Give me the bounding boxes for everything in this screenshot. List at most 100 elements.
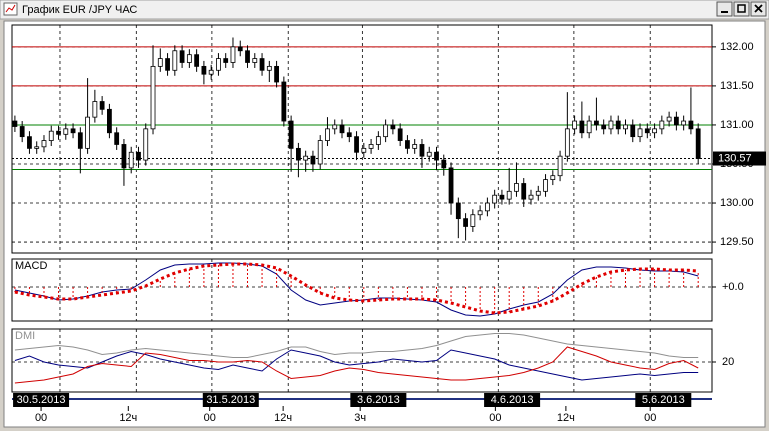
candle-body	[85, 116, 90, 149]
candle-body	[237, 46, 243, 52]
candle-body	[543, 179, 548, 192]
candle-body	[332, 124, 338, 130]
candle-body	[63, 128, 69, 135]
candle-body	[107, 108, 112, 134]
date-label-box	[202, 393, 259, 407]
candle-body	[644, 128, 650, 134]
indicator-line	[14, 262, 699, 315]
candle-body	[484, 202, 490, 212]
candle-body	[150, 65, 156, 130]
candle-body	[477, 210, 483, 216]
candle-body	[346, 132, 352, 138]
x-tick-label: 00	[644, 412, 656, 424]
y-tick-label: 130.00	[720, 197, 754, 209]
candle-body	[48, 130, 54, 141]
candle-body	[274, 65, 279, 83]
candle-body	[572, 120, 578, 130]
indicator-line	[14, 333, 699, 358]
candle-body	[288, 120, 294, 149]
candle-body	[317, 140, 323, 165]
candle-body	[412, 144, 418, 149]
date-label: 5.6.2013	[642, 394, 685, 406]
candle-body	[92, 101, 98, 118]
candle-body	[499, 194, 505, 200]
candle-body	[637, 128, 643, 138]
candle-body	[114, 132, 120, 145]
candle-body	[594, 120, 599, 126]
candle-body	[441, 159, 447, 169]
candle-body	[673, 116, 679, 126]
candle-body	[492, 194, 498, 204]
candle-body	[455, 202, 461, 220]
y-tick-label: 132.00	[720, 41, 754, 53]
maximize-button[interactable]	[733, 1, 750, 17]
candle-body	[586, 120, 592, 134]
date-label-box	[635, 393, 692, 407]
candle-body	[521, 183, 527, 200]
date-label: 30.5.2013	[17, 394, 66, 406]
candle-body	[128, 151, 134, 169]
indicator-line	[14, 346, 699, 384]
candle-body	[165, 58, 170, 71]
candle-body	[514, 183, 519, 192]
candle-body	[303, 155, 309, 161]
candle-body	[310, 155, 316, 165]
candle-body	[383, 124, 389, 138]
candle-body	[652, 128, 657, 134]
candle-body	[608, 120, 614, 130]
date-label-box	[13, 393, 70, 407]
candle-body	[448, 167, 454, 204]
window-title: График EUR /JPY ЧАС	[22, 4, 137, 16]
candle-body	[419, 144, 425, 157]
candle-body	[56, 130, 61, 135]
x-tick-label: 00	[35, 412, 47, 424]
last-price-label: 130.57	[718, 152, 752, 164]
title-bar	[0, 0, 769, 20]
candle-body	[201, 65, 207, 75]
candle-body	[375, 136, 381, 145]
candle-body	[564, 128, 570, 157]
minimize-button[interactable]	[716, 1, 733, 17]
y-tick-label: +0.0	[722, 281, 744, 293]
candle-body	[266, 65, 272, 71]
candle-body	[688, 120, 694, 130]
candle-body	[245, 50, 250, 63]
candle-body	[695, 128, 701, 159]
candle-body	[528, 194, 534, 200]
candle-body	[325, 128, 330, 141]
candle-body	[179, 50, 185, 63]
panel-title: MACD	[15, 260, 47, 272]
candle-body	[230, 46, 236, 63]
candle-body	[601, 124, 607, 130]
candle-body	[99, 101, 105, 110]
window-buttons	[716, 1, 767, 17]
x-tick-label: 12ч	[274, 412, 292, 424]
candle-body	[368, 144, 374, 149]
candle-body	[506, 190, 512, 200]
candle-body	[434, 151, 439, 161]
candle-body	[186, 54, 192, 63]
close-glyph	[754, 4, 763, 13]
candle-body	[157, 58, 163, 67]
candle-body	[70, 128, 76, 134]
candle-body	[354, 136, 359, 153]
candle-body	[623, 124, 628, 130]
candle-body	[12, 120, 18, 127]
candle-body	[41, 140, 47, 148]
candle-body	[252, 58, 258, 63]
app-icon-graph	[5, 4, 16, 13]
maximize-glyph	[737, 4, 746, 13]
candle-body	[34, 146, 40, 149]
x-tick-label: 12ч	[119, 412, 137, 424]
candle-body	[172, 50, 178, 71]
y-tick-label: 20	[722, 356, 734, 368]
candle-body	[630, 124, 636, 138]
candle-body	[361, 147, 367, 153]
indicator-line	[14, 349, 699, 381]
candle-body	[281, 81, 287, 122]
candle-body	[223, 58, 229, 63]
y-tick-label: 131.50	[720, 80, 754, 92]
candle-body	[659, 120, 665, 130]
x-tick-label: 3ч	[354, 412, 366, 424]
